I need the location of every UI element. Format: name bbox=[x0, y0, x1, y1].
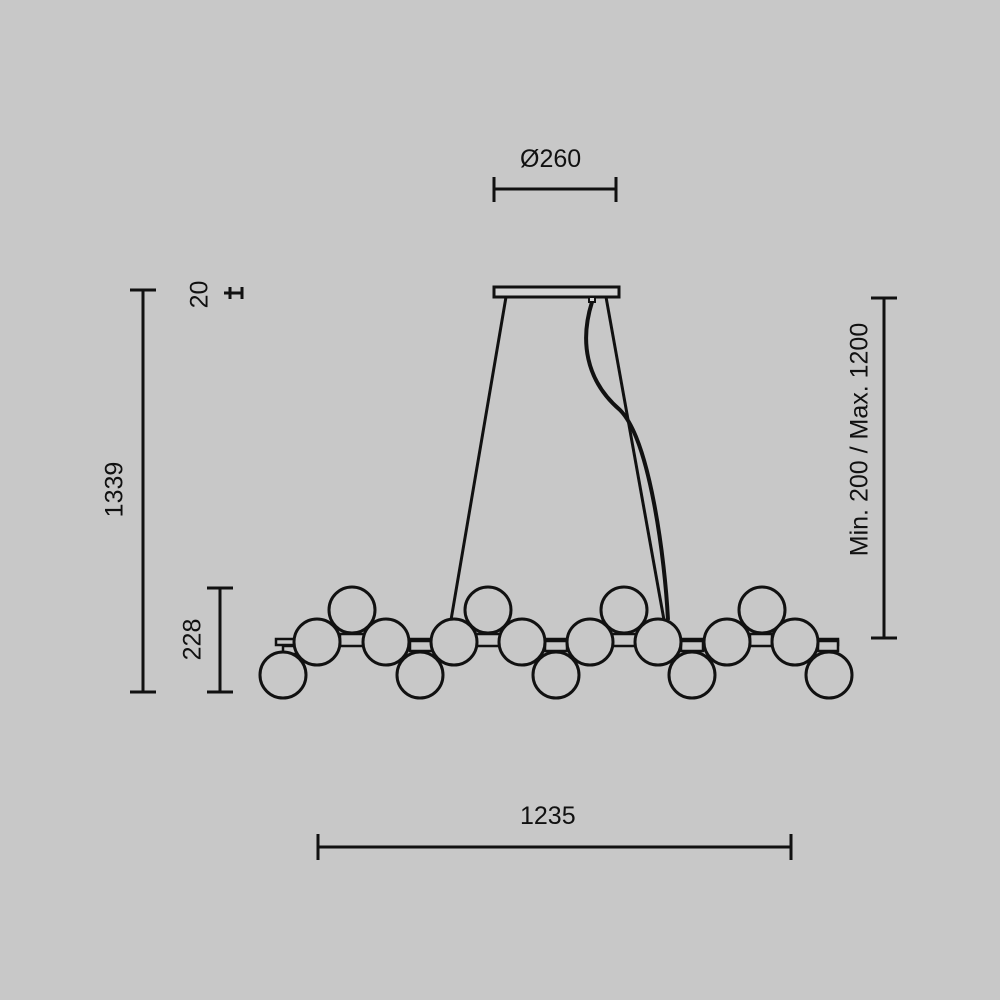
globe bbox=[770, 617, 820, 667]
globe bbox=[463, 585, 513, 635]
width-label: 1235 bbox=[520, 802, 576, 830]
total-height-label: 1339 bbox=[100, 461, 129, 518]
canopy bbox=[492, 285, 621, 299]
globe bbox=[702, 617, 752, 667]
globe bbox=[429, 617, 479, 667]
globe bbox=[667, 650, 717, 700]
glass-globes bbox=[258, 585, 854, 700]
suspension-rod-left bbox=[449, 296, 508, 621]
width-dimension-line bbox=[316, 834, 793, 860]
canopy-diameter-label: Ø260 bbox=[520, 145, 582, 173]
power-cable bbox=[584, 301, 670, 621]
globe bbox=[565, 617, 615, 667]
globe bbox=[531, 650, 581, 700]
globe bbox=[395, 650, 445, 700]
suspension-range-label: Min. 200 / Max. 1200 bbox=[845, 322, 874, 557]
suspension-rod-right bbox=[604, 296, 666, 621]
body-height-label: 228 bbox=[178, 618, 207, 661]
globe bbox=[633, 617, 683, 667]
globe bbox=[258, 650, 308, 700]
body-height-dimension-line bbox=[207, 586, 233, 694]
globe bbox=[327, 585, 377, 635]
globe bbox=[497, 617, 547, 667]
suspension-dimension-line bbox=[871, 296, 897, 640]
globe bbox=[737, 585, 787, 635]
canopy-height-label: 20 bbox=[185, 280, 214, 309]
globe bbox=[804, 650, 854, 700]
canopy-diameter-dimension-line bbox=[492, 177, 618, 202]
globe bbox=[292, 617, 342, 667]
total-height-dimension-line bbox=[130, 288, 156, 694]
globe bbox=[599, 585, 649, 635]
canopy-height-dimension-line bbox=[224, 287, 244, 299]
globe bbox=[361, 617, 411, 667]
